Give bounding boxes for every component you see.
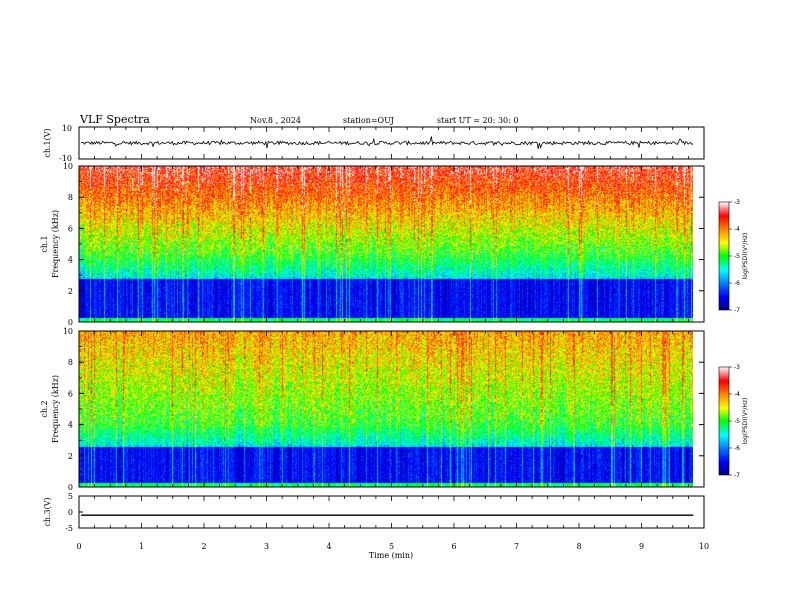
ytick-label: 10 — [63, 162, 73, 171]
xtick-label: 6 — [451, 542, 456, 551]
ch2-spectrogram-image — [79, 331, 693, 487]
header-date: Nov.8 , 2024 — [250, 116, 301, 125]
header-start-time: start UT = 20: 30: 0 — [437, 116, 518, 125]
ytick-label: 4 — [68, 421, 73, 430]
xtick-label: 1 — [139, 542, 144, 551]
ytick-label: 2 — [68, 287, 73, 296]
spec1-raster — [79, 166, 693, 322]
ch1-ytick-top: 10 — [62, 124, 72, 133]
colorbar-tick-label: -3 — [734, 199, 740, 206]
ch1-waveform-panel: 10 -10 ch.1(V) — [43, 124, 705, 163]
spec2-raster — [79, 331, 693, 487]
ch3-waveform-panel: 5 0 -5 ch.3(V) — [43, 492, 705, 533]
colorbar-tick-label: -6 — [734, 280, 740, 287]
header-station: station=OUJ — [343, 116, 394, 125]
ch1-colorbar — [718, 201, 730, 311]
ch3-waveform-frame — [78, 495, 705, 529]
xtick-label: 8 — [576, 542, 581, 551]
ch3-ytick-label: 0 — [68, 508, 73, 517]
colorbar-tick-label: -7 — [734, 472, 740, 479]
ytick-label: 0 — [68, 483, 73, 492]
ytick-label: 8 — [68, 193, 73, 202]
ch1-spectrogram-image — [79, 166, 693, 322]
xtick-label: 0 — [76, 542, 81, 551]
ch3-ytick-label: 5 — [68, 492, 73, 501]
x-axis-label: Time (min) — [369, 551, 413, 560]
ch2-spectrogram-ylabel-freq: Frequency (kHz) — [51, 375, 60, 443]
ytick-label: 2 — [68, 452, 73, 461]
ch1-waveform-line — [81, 136, 694, 149]
ch3-ytick-label: -5 — [65, 524, 73, 533]
ch2-colorbar — [718, 366, 730, 476]
xtick-label: 2 — [201, 542, 206, 551]
xtick-label: 3 — [264, 542, 269, 551]
ytick-label: 0 — [68, 318, 73, 327]
ch3-waveform-ylabel: ch.3(V) — [43, 497, 52, 526]
colorbar-tick-label: -5 — [734, 253, 740, 260]
colorbar-tick-label: -4 — [734, 226, 740, 233]
ch1-waveform-ylabel: ch.1(V) — [43, 128, 52, 157]
ytick-label: 6 — [68, 389, 73, 398]
xtick-label: 10 — [699, 542, 709, 551]
ch2-spectrogram-ylabel-ch: ch.2 — [40, 400, 49, 417]
figure-title: VLF Spectra — [79, 113, 150, 126]
colorbar-tick-label: -6 — [734, 445, 740, 452]
ytick-label: 10 — [63, 327, 73, 336]
colorbar-tick-label: -5 — [734, 418, 740, 425]
ch1-colorbar-label: log(PSD)(V²/Hz) — [742, 233, 749, 280]
xtick-label: 5 — [389, 542, 394, 551]
ch2-colorbar-label: log(PSD)(V²/Hz) — [742, 398, 749, 445]
xtick-label: 4 — [326, 542, 331, 551]
ch1-spectrogram-ylabel-ch: ch.1 — [40, 235, 49, 252]
xtick-label: 9 — [639, 542, 644, 551]
ytick-label: 6 — [68, 224, 73, 233]
xtick-label: 7 — [514, 542, 519, 551]
ytick-label: 8 — [68, 358, 73, 367]
ch1-spectrogram-ylabel-freq: Frequency (kHz) — [51, 210, 60, 278]
x-axis-ticks: 0 1 2 3 4 5 6 7 8 9 10 — [76, 127, 709, 551]
colorbar-tick-label: -3 — [734, 364, 740, 371]
colorbar-tick-label: -4 — [734, 391, 740, 398]
ytick-label: 4 — [68, 256, 73, 265]
colorbar-tick-label: -7 — [734, 307, 740, 314]
ch1-ytick-bottom: -10 — [59, 154, 72, 163]
